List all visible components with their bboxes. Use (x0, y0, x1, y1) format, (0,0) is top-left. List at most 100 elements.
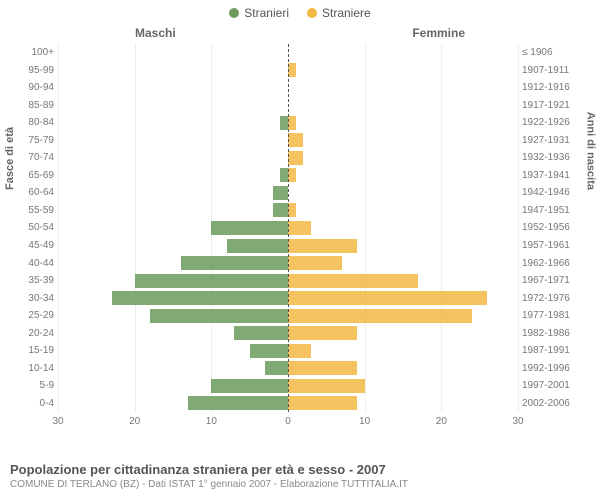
female-half (288, 203, 518, 217)
male-half (58, 46, 288, 60)
birth-year-label: 1997-2001 (522, 380, 592, 391)
female-half (288, 274, 518, 288)
male-bar (188, 396, 288, 410)
age-label: 65-69 (10, 170, 54, 181)
male-half (58, 396, 288, 410)
age-label: 5-9 (10, 380, 54, 391)
age-label: 75-79 (10, 135, 54, 146)
female-bar (288, 379, 365, 393)
male-half (58, 203, 288, 217)
male-bar (112, 291, 288, 305)
female-half (288, 221, 518, 235)
birth-year-label: 1967-1971 (522, 275, 592, 286)
male-half (58, 379, 288, 393)
male-half (58, 116, 288, 130)
age-label: 35-39 (10, 275, 54, 286)
birth-year-label: 1952-1956 (522, 222, 592, 233)
male-half (58, 361, 288, 375)
birth-year-label: 1982-1986 (522, 328, 592, 339)
female-half (288, 396, 518, 410)
birth-year-label: 1912-1916 (522, 82, 592, 93)
age-label: 85-89 (10, 100, 54, 111)
female-bar (288, 203, 296, 217)
birth-year-label: 1972-1976 (522, 293, 592, 304)
female-half (288, 361, 518, 375)
male-bar (280, 168, 288, 182)
male-bar (265, 361, 288, 375)
female-half (288, 133, 518, 147)
male-half (58, 326, 288, 340)
birth-year-label: 1922-1926 (522, 117, 592, 128)
birth-year-label: 2002-2006 (522, 398, 592, 409)
female-half (288, 326, 518, 340)
birth-year-label: 1927-1931 (522, 135, 592, 146)
female-bar (288, 168, 296, 182)
male-half (58, 344, 288, 358)
female-half (288, 98, 518, 112)
legend: Stranieri Straniere (0, 0, 600, 20)
female-half (288, 344, 518, 358)
male-half (58, 309, 288, 323)
age-label: 0-4 (10, 398, 54, 409)
birth-year-label: 1977-1981 (522, 310, 592, 321)
female-half (288, 46, 518, 60)
male-half (58, 186, 288, 200)
age-label: 50-54 (10, 222, 54, 233)
male-half (58, 151, 288, 165)
male-bar (227, 239, 288, 253)
age-label: 100+ (10, 47, 54, 58)
age-label: 90-94 (10, 82, 54, 93)
female-bar (288, 396, 357, 410)
male-half (58, 168, 288, 182)
x-tick-label: 30 (512, 416, 523, 427)
legend-item-male: Stranieri (229, 6, 289, 20)
legend-item-female: Straniere (307, 6, 371, 20)
age-label: 60-64 (10, 187, 54, 198)
age-label: 95-99 (10, 65, 54, 76)
female-bar (288, 63, 296, 77)
female-half (288, 186, 518, 200)
birth-year-label: 1962-1966 (522, 258, 592, 269)
female-bar (288, 239, 357, 253)
birth-year-label: ≤ 1906 (522, 47, 592, 58)
male-bar (211, 379, 288, 393)
female-half (288, 168, 518, 182)
age-label: 30-34 (10, 293, 54, 304)
legend-label-male: Stranieri (244, 6, 289, 20)
male-half (58, 256, 288, 270)
age-label: 80-84 (10, 117, 54, 128)
x-tick-label: 10 (206, 416, 217, 427)
male-half (58, 81, 288, 95)
female-bar (288, 274, 418, 288)
birth-year-label: 1957-1961 (522, 240, 592, 251)
legend-label-female: Straniere (322, 6, 371, 20)
birth-year-label: 1907-1911 (522, 65, 592, 76)
male-half (58, 221, 288, 235)
plot-area: 100+≤ 190695-991907-191190-941912-191685… (58, 44, 518, 412)
birth-year-label: 1987-1991 (522, 345, 592, 356)
female-bar (288, 344, 311, 358)
male-half (58, 239, 288, 253)
female-half (288, 379, 518, 393)
x-tick-label: 20 (129, 416, 140, 427)
x-tick-label: 30 (52, 416, 63, 427)
female-half (288, 256, 518, 270)
female-half (288, 63, 518, 77)
female-half (288, 81, 518, 95)
male-bar (273, 186, 288, 200)
x-tick-label: 20 (436, 416, 447, 427)
age-label: 15-19 (10, 345, 54, 356)
male-bar (150, 309, 288, 323)
male-half (58, 274, 288, 288)
male-bar (273, 203, 288, 217)
female-bar (288, 326, 357, 340)
male-half (58, 291, 288, 305)
footer: Popolazione per cittadinanza straniera p… (10, 462, 408, 490)
birth-year-label: 1992-1996 (522, 363, 592, 374)
female-half (288, 239, 518, 253)
female-bar (288, 309, 472, 323)
age-label: 10-14 (10, 363, 54, 374)
female-half (288, 291, 518, 305)
female-bar (288, 256, 342, 270)
male-bar (211, 221, 288, 235)
